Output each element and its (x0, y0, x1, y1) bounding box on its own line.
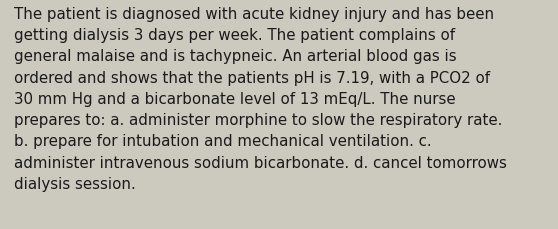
Text: The patient is diagnosed with acute kidney injury and has been
getting dialysis : The patient is diagnosed with acute kidn… (14, 7, 507, 191)
